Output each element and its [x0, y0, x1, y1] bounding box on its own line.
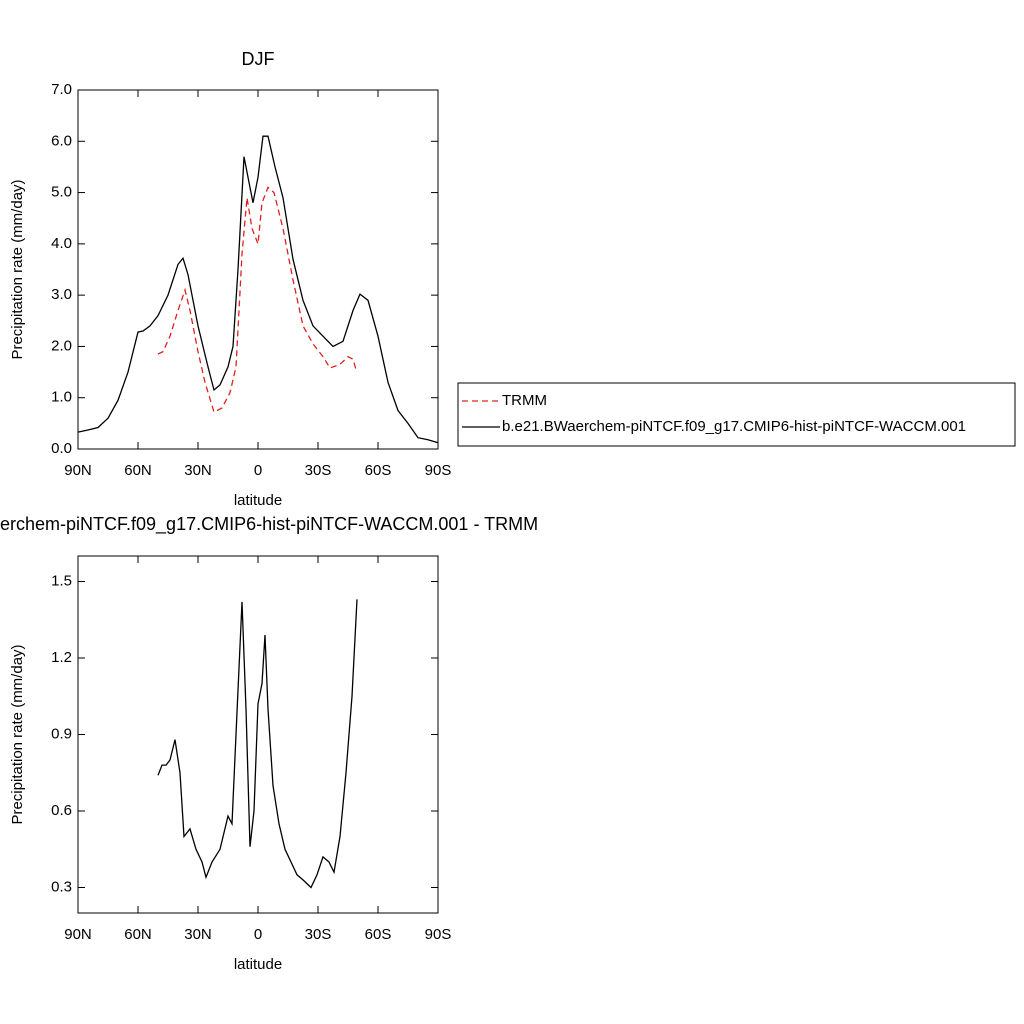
x-tick-label: 30N — [184, 926, 212, 943]
x-tick-label: 0 — [254, 926, 262, 943]
series-line — [157, 599, 358, 889]
plot-frame — [77, 555, 439, 914]
y-tick-label: 7.0 — [51, 81, 72, 98]
x-tick-label: 30S — [305, 926, 332, 943]
x-tick-label: 90S — [425, 926, 452, 943]
y-tick-label: 1.0 — [51, 389, 72, 406]
x-tick-label: 30S — [305, 462, 332, 479]
y-tick-label: 3.0 — [51, 286, 72, 303]
x-tick-label: 90S — [425, 462, 452, 479]
y-tick-label: 5.0 — [51, 184, 72, 201]
legend-box — [457, 382, 1016, 447]
y-tick-label: 4.0 — [51, 235, 72, 252]
x-axis-label: latitude — [234, 956, 282, 973]
chart-title: DJF — [242, 49, 275, 69]
legend-label: b.e21.BWaerchem-piNTCF.f09_g17.CMIP6-his… — [502, 418, 966, 435]
y-tick-label: 2.0 — [51, 337, 72, 354]
x-tick-label: 60S — [365, 926, 392, 943]
x-tick-label: 90N — [64, 462, 92, 479]
x-tick-label: 30N — [184, 462, 212, 479]
y-tick-label: 0.3 — [51, 878, 72, 895]
y-tick-label: 6.0 — [51, 132, 72, 149]
chart-title: erchem-piNTCF.f09_g17.CMIP6-hist-piNTCF-… — [0, 514, 538, 535]
y-axis-label: Precipitation rate (mm/day) — [9, 179, 26, 359]
x-tick-label: 90N — [64, 926, 92, 943]
series-line — [157, 186, 357, 414]
plot-frame — [77, 89, 439, 450]
x-tick-label: 60S — [365, 462, 392, 479]
series-line — [77, 135, 439, 444]
x-tick-label: 60N — [124, 926, 152, 943]
legend-label: TRMM — [502, 392, 547, 409]
y-tick-label: 1.2 — [51, 649, 72, 666]
x-tick-label: 0 — [254, 462, 262, 479]
x-tick-label: 60N — [124, 462, 152, 479]
y-tick-label: 0.9 — [51, 725, 72, 742]
y-tick-label: 0.0 — [51, 440, 72, 457]
y-axis-label: Precipitation rate (mm/day) — [9, 644, 26, 824]
y-tick-label: 1.5 — [51, 572, 72, 589]
y-tick-label: 0.6 — [51, 802, 72, 819]
x-axis-label: latitude — [234, 492, 282, 509]
